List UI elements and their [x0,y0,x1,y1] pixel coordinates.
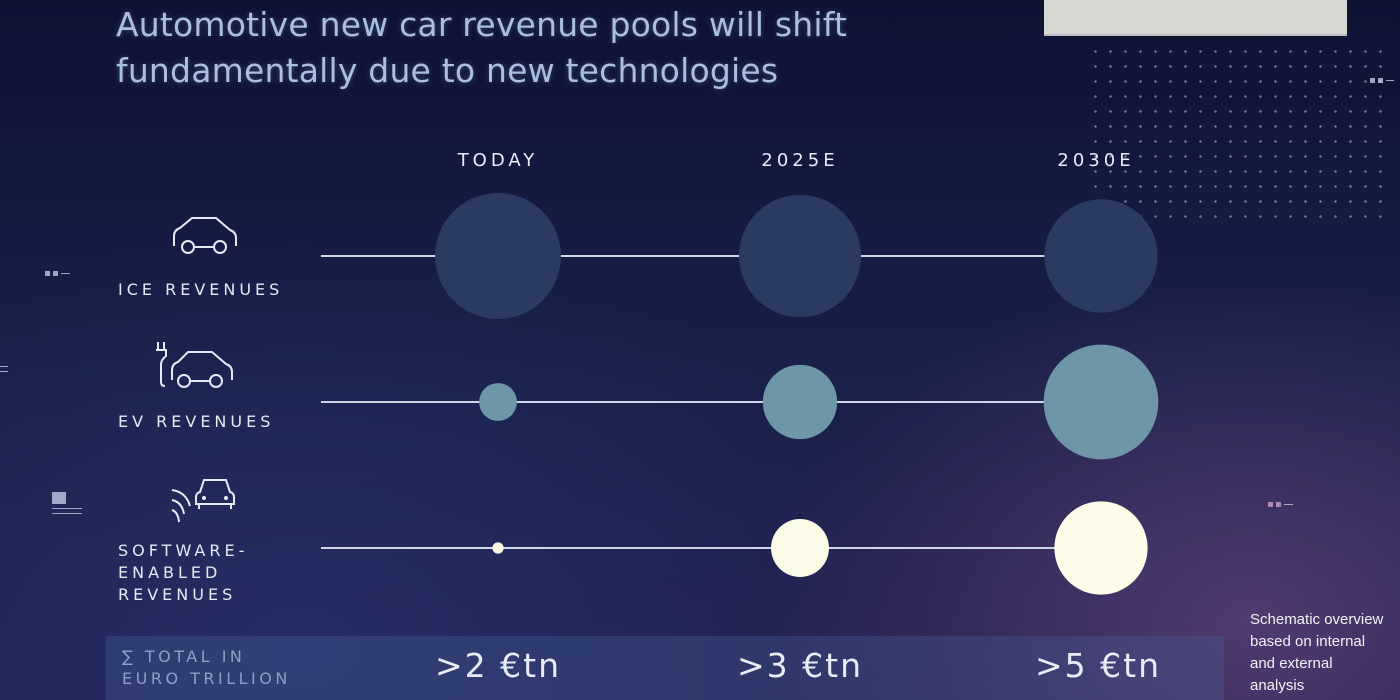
decorative-dot-grid [1088,44,1388,230]
ev-car-plug-icon [156,342,233,388]
bubble-row2-today [492,542,504,554]
bubble-row0-2025e [738,194,862,318]
company-logo-panel [1044,0,1347,36]
total-value-2025e: >3 €tn [737,646,863,685]
bubble-row1-today [479,383,517,421]
bubble-row2-2025e [771,519,829,577]
decorative-marks-right [1268,494,1296,513]
column-header-2025e: 2025E [761,150,839,171]
bubble-row0-2030e [1044,199,1158,313]
bubble-row2-2030e [1054,501,1148,595]
connected-car-signal-icon [171,479,235,523]
column-header-today: TODAY [457,150,539,171]
total-value-today: >2 €tn [435,646,561,685]
bubble-row0-today [435,193,561,319]
bubble-row1-2030e [1043,344,1159,460]
schematic-note: Schematic overview based on internal and… [1250,611,1384,694]
decorative-marks-left [45,263,73,282]
row-label-software-enabled-revenues: SOFTWARE- ENABLED REVENUES [118,541,249,604]
total-label: ∑ TOTAL IN EURO TRILLION [122,647,291,688]
decorative-window-marks [52,492,85,514]
decorative-marks-left-edge [0,366,11,372]
bubble-row1-2025e [762,364,838,440]
row-label-ev-revenues: EV REVENUES [118,412,275,431]
decorative-marks-top-right [1370,70,1397,89]
total-value-2030e: >5 €tn [1035,646,1161,685]
column-header-2030e: 2030E [1057,150,1135,171]
car-outline-icon [173,217,237,254]
page-title: Automotive new car revenue pools will sh… [116,5,848,90]
row-label-ice-revenues: ICE REVENUES [118,280,284,299]
total-row-background [106,636,1224,700]
